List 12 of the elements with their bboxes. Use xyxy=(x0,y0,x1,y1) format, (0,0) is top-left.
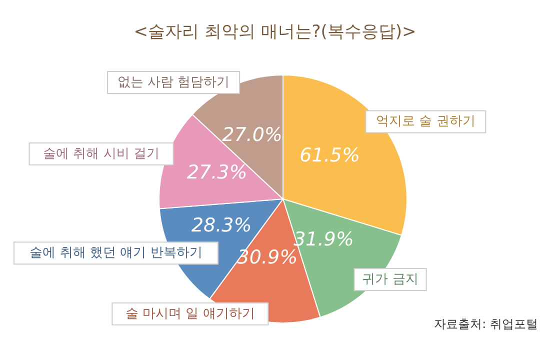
slice-label: 술 마시며 일 얘기하기 xyxy=(125,306,255,322)
slice-label: 술에 취해 시비 걸기 xyxy=(43,146,160,162)
slice-label: 술에 취해 했던 얘기 반복하기 xyxy=(30,246,202,261)
data-label: 28.3% xyxy=(191,214,252,236)
chart-title: <술자리 최악의 매너는?(복수응답)> xyxy=(132,21,418,43)
slice-label: 없는 사람 험담하기 xyxy=(117,75,230,90)
text: 자료출처: 취업포털 xyxy=(434,316,538,333)
data-label: 27.0% xyxy=(222,124,282,146)
data-label: 61.5% xyxy=(300,144,360,167)
data-label: 27.3% xyxy=(186,162,248,184)
slice-label: 귀가 금지 xyxy=(362,272,418,288)
slice-label: 억지로 술 권하기 xyxy=(376,114,476,130)
